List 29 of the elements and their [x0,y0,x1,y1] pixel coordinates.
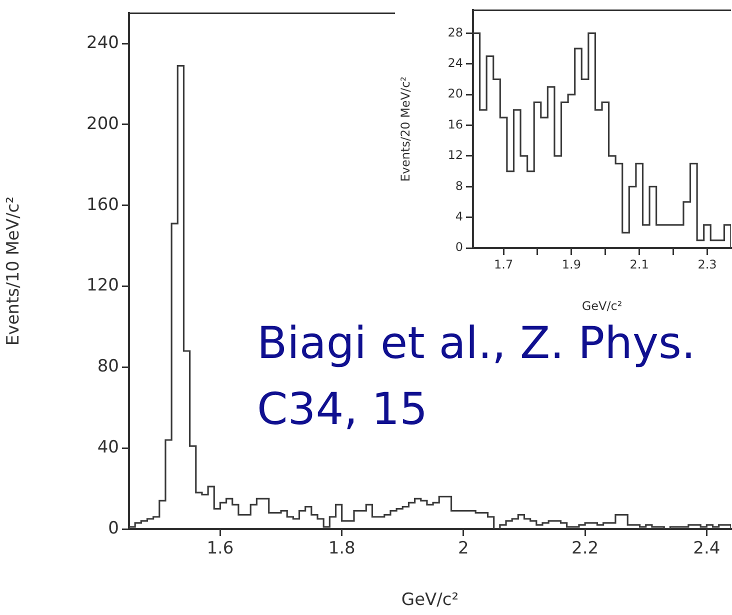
y-tick-label: 0 [455,240,463,254]
y-tick-label: 20 [448,86,463,101]
x-tick-label: 1.8 [328,538,356,559]
x-tick-label: 1.9 [562,257,581,272]
y-tick-label: 0 [108,518,119,538]
y-tick-label: 12 [448,148,463,162]
x-tick-label: 2.2 [572,538,599,559]
y-axis-title: Events/20 MeV/c² [398,76,412,182]
x-tick-label: 1.6 [206,538,234,559]
y-tick-label: 120 [86,276,119,296]
y-tick-label: 16 [448,117,463,132]
y-tick-label: 200 [86,114,119,134]
y-tick-label: 8 [455,178,463,193]
y-tick-label: 40 [97,438,119,458]
y-tick-label: 80 [97,356,119,377]
y-tick-label: 240 [86,32,119,53]
annotation: Biagi et al., Z. Phys. C34, 15 [257,318,696,436]
x-tick-label: 1.7 [494,257,514,272]
y-tick-label: 24 [448,56,463,70]
x-tick-label: 2.4 [693,538,720,559]
x-axis-title: GeV/c² [401,590,459,610]
y-tick-label: 4 [455,209,463,224]
y-tick-label: 28 [448,25,463,40]
y-axis-title: Events/10 MeV/c² [4,196,24,346]
y-tick-label: 160 [86,194,119,215]
x-tick-label: 2 [458,538,469,559]
x-tick-label: 2.3 [698,257,717,272]
x-tick-label: 2.1 [630,257,649,272]
x-axis-title: GeV/c² [582,298,622,313]
